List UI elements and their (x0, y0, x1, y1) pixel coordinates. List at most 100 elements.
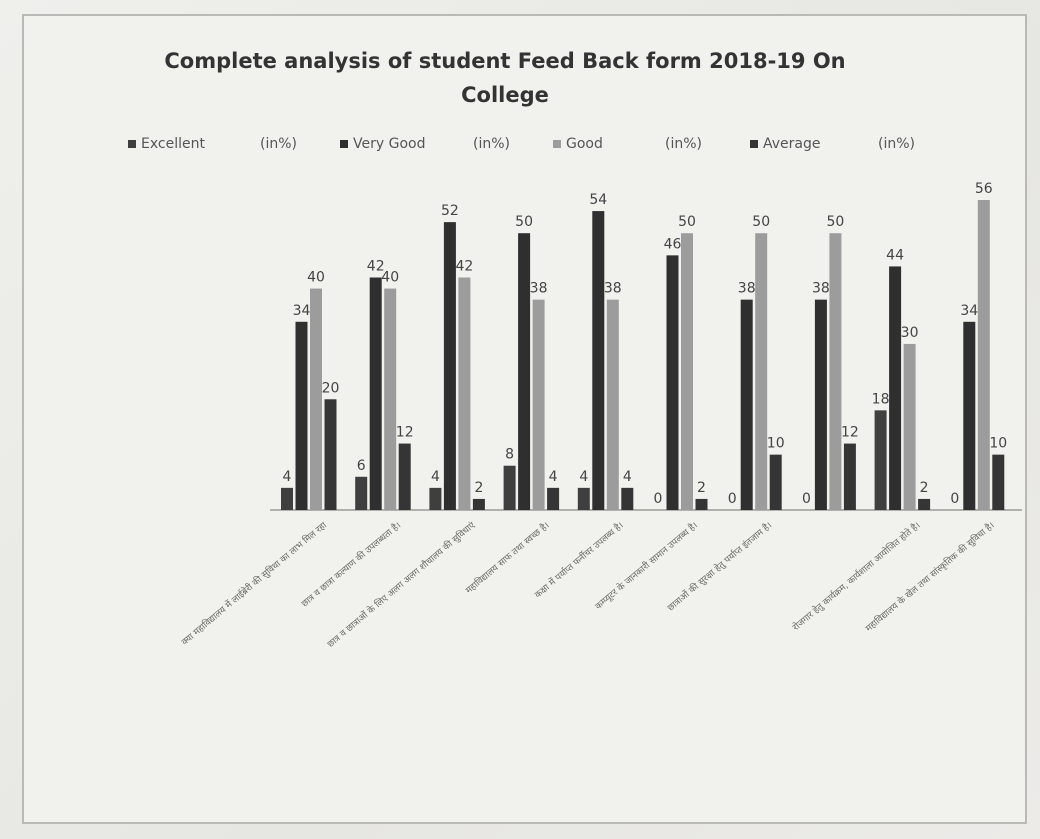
data-label: 34 (960, 303, 978, 319)
data-label: 50 (752, 214, 770, 230)
data-label: 4 (431, 469, 440, 485)
data-label: 12 (841, 425, 859, 441)
category-label: रोजगार हेतु कार्यक्रम, कार्यशाला आयोजित … (790, 519, 923, 633)
bar (889, 266, 902, 510)
legend-label-average: Average (763, 136, 821, 152)
bar (503, 465, 516, 510)
bar (977, 200, 990, 510)
data-label: 18 (872, 391, 890, 407)
bar (384, 288, 397, 510)
data-label: 38 (530, 281, 548, 297)
legend-swatch-excellent (128, 140, 136, 148)
data-label: 42 (455, 259, 473, 275)
bar (755, 233, 768, 510)
bar (874, 410, 887, 510)
bar (547, 487, 560, 510)
data-label: 10 (989, 436, 1007, 452)
bar (963, 321, 976, 510)
legend-swatch-very-good (340, 140, 348, 148)
data-label: 50 (678, 214, 696, 230)
legend-unit-average: (in%) (878, 136, 915, 152)
legend-item-average: Average (750, 136, 821, 152)
category-label: छात्र व छात्राओं के लिए अलग अलग शौचालय क… (325, 518, 478, 649)
data-label: 40 (307, 270, 325, 286)
bar (740, 299, 753, 510)
data-label: 0 (950, 491, 959, 507)
legend-swatch-average (750, 140, 758, 148)
data-label: 4 (549, 469, 558, 485)
data-label: 54 (589, 192, 607, 208)
bar (606, 299, 619, 510)
data-label: 44 (886, 247, 904, 263)
bar (310, 288, 322, 510)
data-label: 34 (293, 303, 311, 319)
data-label: 30 (901, 325, 919, 341)
legend-label-excellent: Excellent (141, 136, 205, 152)
data-label: 46 (664, 236, 682, 252)
legend-swatch-good (553, 140, 561, 148)
category-label: क्या महाविद्यालय में लाईब्रेरी की सुविधा… (179, 519, 330, 648)
legend-label-good: Good (566, 136, 603, 152)
chart-title: Complete analysis of student Feed Back f… (120, 44, 890, 112)
bar (518, 233, 531, 510)
data-label: 4 (579, 469, 588, 485)
bar (443, 222, 456, 510)
bar (681, 233, 693, 510)
data-label: 2 (474, 480, 483, 496)
data-label: 20 (322, 380, 340, 396)
legend-label-very-good: Very Good (353, 136, 426, 152)
data-label: 56 (975, 181, 993, 197)
data-label: 50 (826, 214, 844, 230)
bar (829, 233, 842, 510)
category-label: महाविद्यालय साफ तथा स्वच्छ है। (463, 519, 552, 596)
bar (621, 487, 634, 510)
data-label: 10 (767, 436, 785, 452)
data-label: 12 (396, 425, 414, 441)
bar (429, 487, 442, 510)
data-label: 4 (623, 469, 632, 485)
data-label: 38 (738, 281, 756, 297)
bar (398, 443, 411, 510)
bar (355, 476, 368, 510)
data-label: 8 (505, 447, 514, 463)
bar (577, 487, 590, 510)
legend-item-excellent: Excellent (128, 136, 205, 152)
legend-unit-good: (in%) (665, 136, 702, 152)
bar (695, 498, 708, 510)
category-label: महाविद्यालय के खेल तथा सांस्कृतिक की सुव… (863, 519, 997, 634)
data-label: 0 (654, 491, 663, 507)
bar (666, 255, 679, 510)
legend-item-good: Good (553, 136, 603, 152)
bar (769, 454, 782, 510)
legend-unit-very-good: (in%) (473, 136, 510, 152)
bar (843, 443, 856, 510)
data-label: 50 (515, 214, 533, 230)
bar (324, 399, 337, 510)
data-label: 52 (441, 203, 459, 219)
bar (592, 211, 605, 511)
bar (472, 498, 485, 510)
data-label: 2 (697, 480, 706, 496)
data-label: 40 (381, 270, 399, 286)
data-label: 2 (920, 480, 929, 496)
bar (281, 487, 293, 510)
bar (295, 321, 308, 510)
legend-item-very-good: Very Good (340, 136, 425, 152)
chart-legend: Excellent (in%) Very Good (in%) Good (in… (128, 136, 948, 158)
bar (918, 498, 931, 510)
data-label: 38 (812, 281, 830, 297)
chart-title-line-1: Complete analysis of student Feed Back f… (164, 49, 846, 73)
bar (814, 299, 827, 510)
legend-unit-excellent: (in%) (260, 136, 297, 152)
data-label: 6 (357, 458, 366, 474)
bar (903, 343, 916, 510)
bar (532, 299, 545, 510)
bar (369, 277, 382, 510)
data-label: 0 (802, 491, 811, 507)
bar (992, 454, 1005, 510)
bar (458, 277, 471, 510)
data-label: 42 (367, 259, 385, 275)
data-label: 4 (283, 469, 292, 485)
